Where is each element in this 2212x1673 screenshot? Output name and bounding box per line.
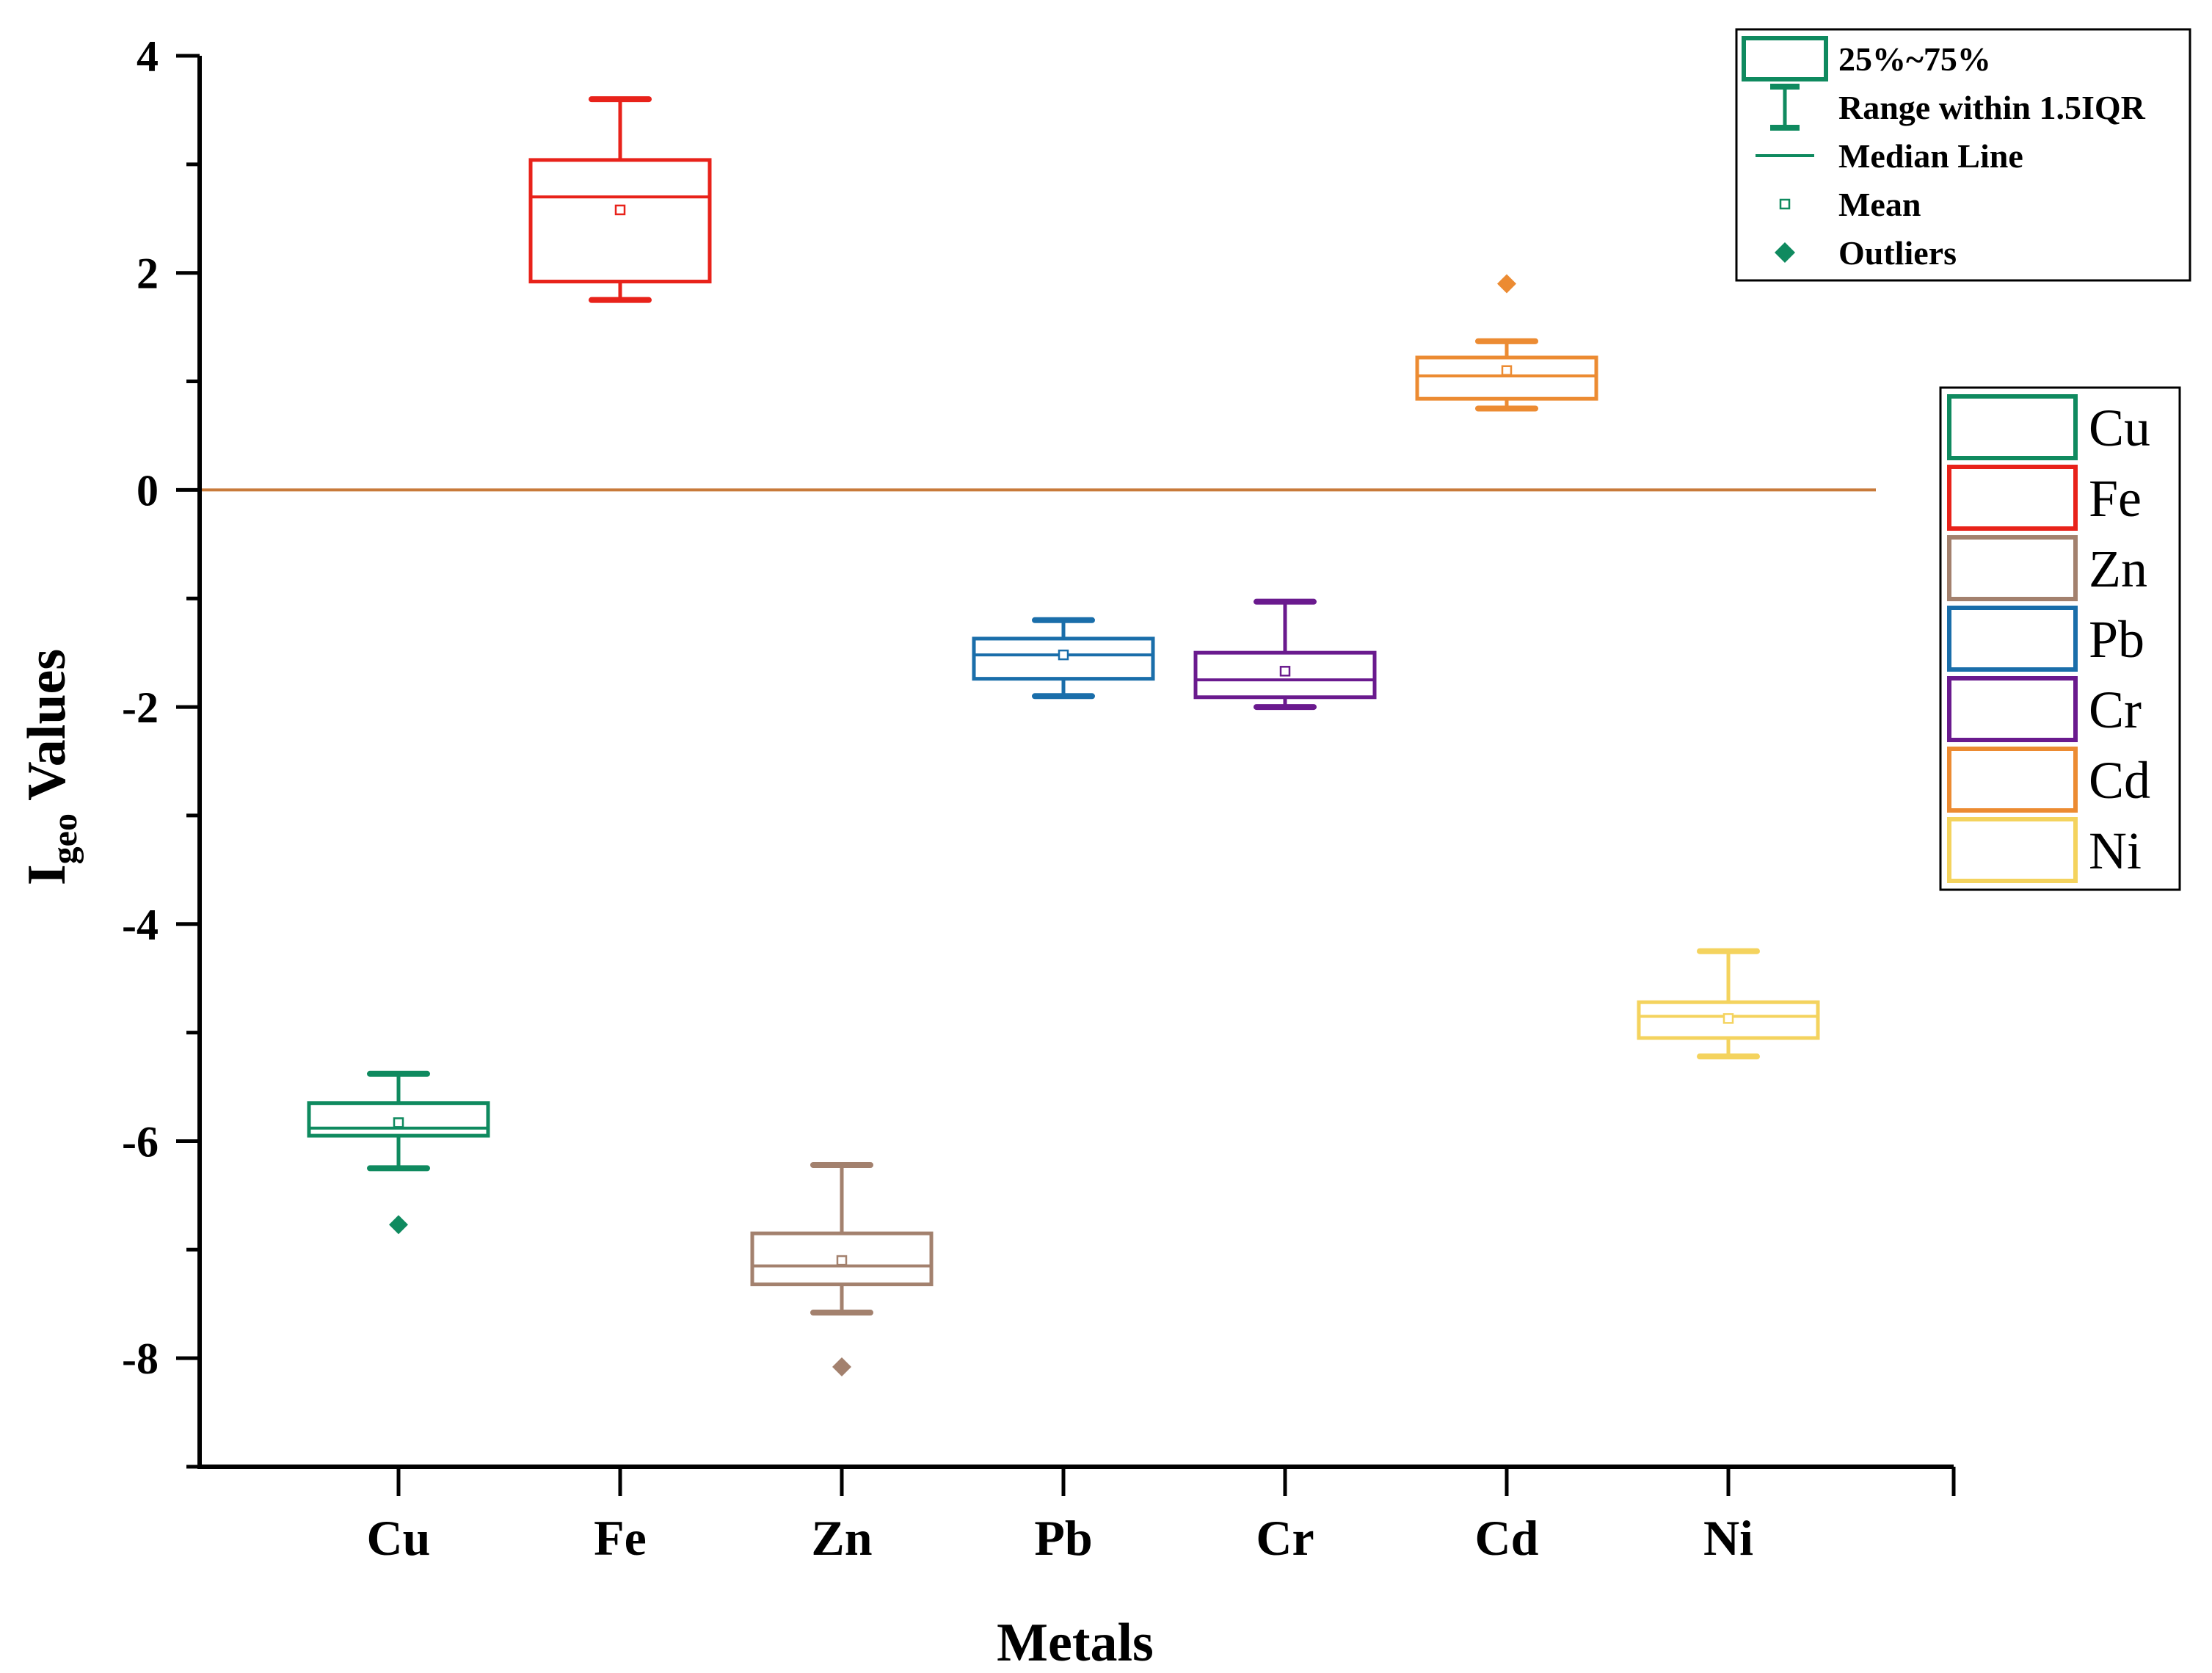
legend-symbol-label: 25%~75% [1838, 40, 1991, 78]
series-legend: Cu Fe Zn Pb Cr Cd Ni [1939, 386, 2181, 891]
outlier-point [1497, 274, 1516, 294]
legend-series-label: Cd [2089, 751, 2150, 810]
x-category-label: Ni [1703, 1510, 1753, 1566]
legend-series-swatch [1947, 465, 2078, 531]
legend-series-label: Cr [2089, 681, 2142, 739]
legend-series-swatch [1947, 817, 2078, 883]
y-tick-label: 2 [137, 250, 159, 298]
mean-marker [1058, 649, 1069, 661]
x-category-label: Zn [811, 1510, 872, 1566]
box-group-pb [972, 617, 1155, 700]
legend-symbol-label: Outliers [1838, 234, 1957, 272]
box-group-cr [1193, 598, 1377, 711]
legend-series-label: Ni [2089, 821, 2142, 880]
legend-outlier-symbol [1775, 242, 1795, 263]
legend-symbol-label: Range within 1.5IQR [1838, 89, 2146, 126]
box-group-fe [528, 96, 712, 303]
box-group-cu [307, 1070, 490, 1235]
y-tick-label: 4 [137, 32, 159, 81]
outlier-point [389, 1215, 408, 1235]
y-tick-label: -2 [122, 683, 159, 732]
legend-series-swatch [1947, 747, 2078, 813]
iqr-box [528, 158, 712, 284]
symbol-legend: 25%~75% Range within 1.5IQR Median Line Mea… [1735, 28, 2191, 282]
legend-series-swatch [1947, 535, 2078, 601]
legend-series-label: Fe [2089, 469, 2142, 528]
y-tick-label: -4 [122, 901, 159, 949]
x-category-label: Cu [367, 1510, 431, 1566]
mean-marker [1722, 1013, 1734, 1024]
legend-series-swatch [1947, 606, 2078, 672]
x-axis-title: Metals [997, 1613, 1154, 1669]
legend-series-label: Pb [2089, 610, 2144, 669]
box-group-ni [1637, 948, 1820, 1060]
outlier-point [832, 1357, 851, 1376]
legend-mean-symbol [1779, 198, 1791, 210]
box-group-cd [1415, 274, 1598, 412]
legend-series-label: Cu [2089, 399, 2150, 457]
mean-marker [1501, 365, 1513, 377]
x-category-label: Fe [594, 1510, 647, 1566]
mean-marker [836, 1255, 848, 1266]
y-tick-label: 0 [137, 466, 159, 515]
box-group-zn [750, 1161, 934, 1376]
legend-symbol-label: Mean [1838, 186, 1921, 223]
legend-series-swatch [1947, 394, 2078, 460]
mean-marker [614, 204, 626, 216]
x-category-label: Cr [1256, 1510, 1314, 1566]
y-axis-title: Igeo Values [17, 649, 84, 885]
x-category-label: Cd [1475, 1510, 1539, 1566]
iqr-box [1415, 355, 1598, 401]
mean-marker [1279, 666, 1291, 677]
legend-box-symbol [1742, 36, 1828, 81]
y-tick-label: -8 [122, 1335, 159, 1383]
legend-symbol-label: Median Line [1838, 137, 2023, 175]
mean-marker [393, 1117, 404, 1128]
x-category-label: Pb [1034, 1510, 1092, 1566]
legend-series-swatch [1947, 676, 2078, 742]
legend-series-label: Zn [2089, 540, 2147, 598]
y-tick-label: -6 [122, 1117, 159, 1166]
